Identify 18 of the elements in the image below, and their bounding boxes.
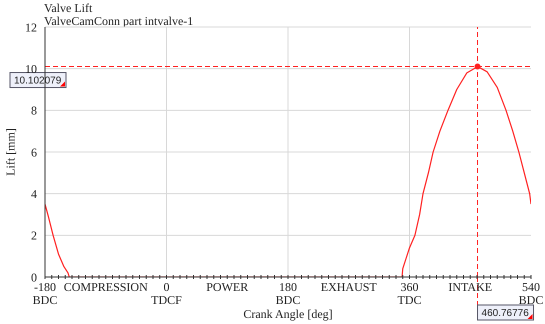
y-tick-label: 4 (31, 186, 37, 201)
x-tick-label: POWER (206, 280, 248, 294)
x-tick-label: 540 BDC (518, 280, 544, 307)
x-tick-label: 360 TDC (398, 280, 422, 307)
x-tick-label: COMPRESSION (64, 280, 148, 294)
ref-line-label: 460.76776 (482, 308, 530, 319)
x-tick-label: 180 BDC (276, 280, 300, 307)
y-tick-label: 2 (31, 228, 37, 243)
x-axis-title: Crank Angle [deg] (243, 307, 333, 321)
x-tick-label: 0 TDCF (151, 280, 182, 307)
y-tick-label: 8 (31, 104, 37, 118)
y-tick-label: 12 (25, 20, 37, 34)
x-tick-label: INTAKE (448, 280, 492, 294)
y-axis-title: Lift [mm] (3, 128, 18, 176)
chart-title: Valve Lift (44, 1, 94, 15)
x-tick-label: EXHAUST (320, 280, 378, 294)
y-tick-label: 6 (31, 145, 37, 160)
chart-subtitle: ValveCamConn part intvalve-1 (44, 14, 194, 28)
